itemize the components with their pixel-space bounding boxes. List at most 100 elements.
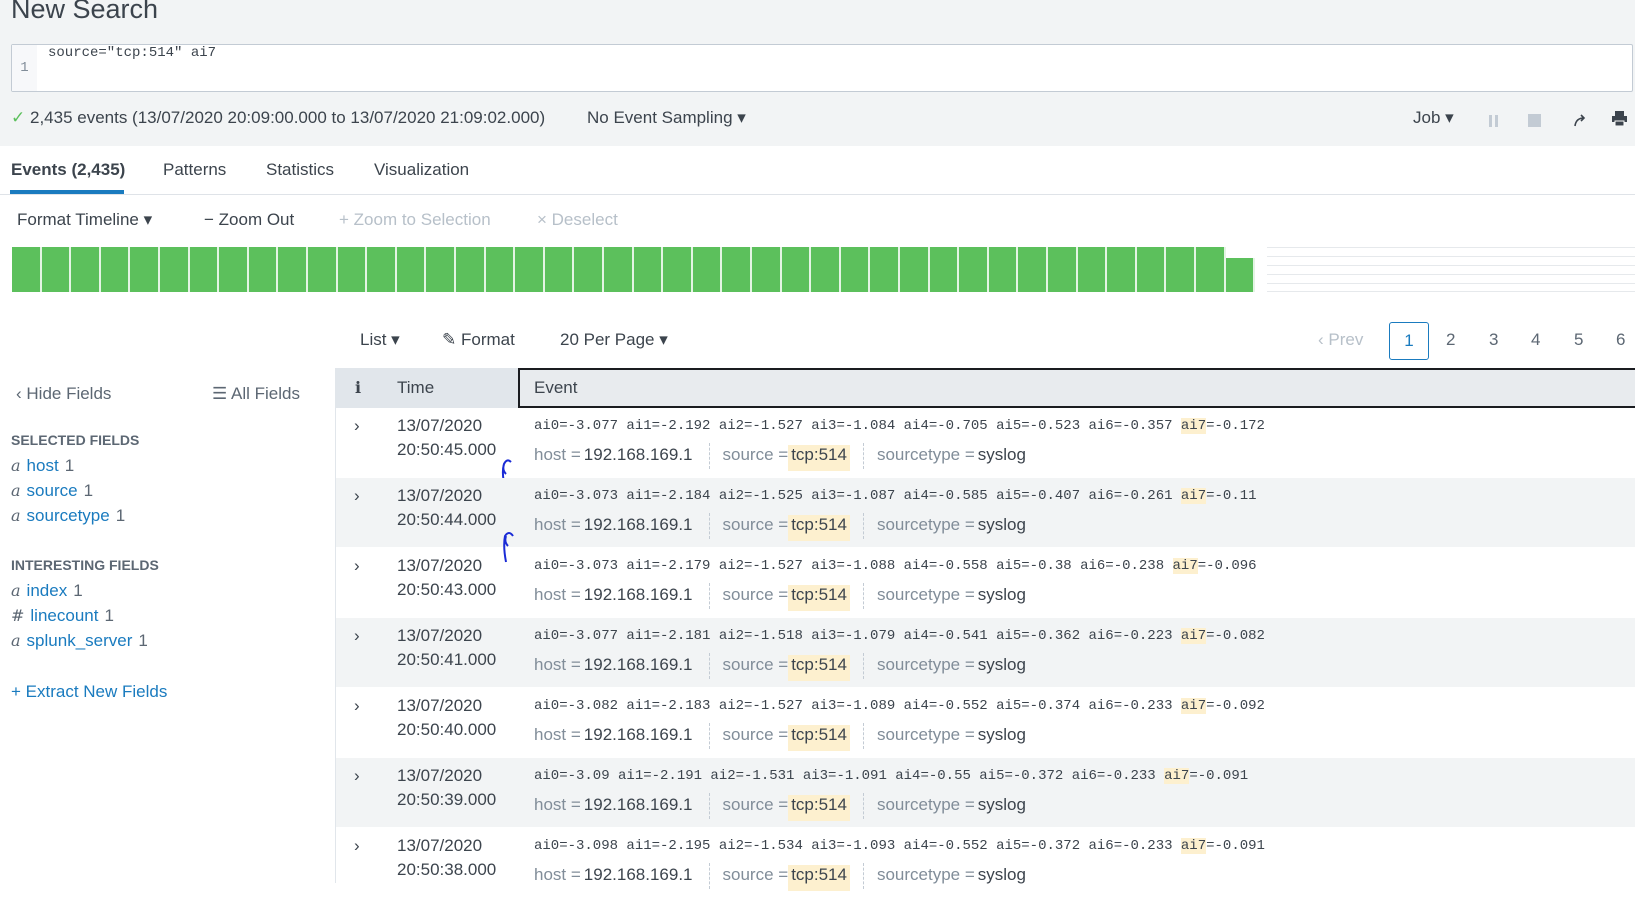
tab-statistics[interactable]: Statistics	[266, 160, 335, 179]
timeline-bar[interactable]	[1018, 247, 1048, 292]
hide-fields-button[interactable]: ‹ Hide Fields	[16, 384, 112, 403]
extract-new-fields-link[interactable]: + Extract New Fields	[11, 682, 168, 701]
timeline-bar[interactable]	[781, 247, 812, 292]
expand-row-icon[interactable]: ›	[354, 696, 360, 715]
event-time[interactable]: 13/07/2020 20:50:38.000	[397, 834, 496, 882]
timeline-bar[interactable]	[1107, 247, 1137, 292]
source-value[interactable]: tcp:514	[788, 585, 850, 611]
timeline-bar[interactable]	[929, 247, 960, 292]
timeline-bar[interactable]	[367, 247, 397, 292]
event-time[interactable]: 13/07/2020 20:50:39.000	[397, 764, 496, 812]
source-value[interactable]: tcp:514	[788, 795, 850, 821]
tab-visualization[interactable]: Visualization	[374, 160, 470, 179]
stop-icon[interactable]	[1528, 112, 1541, 132]
host-value[interactable]: 192.168.169.1	[583, 515, 693, 534]
timeline-bar[interactable]	[396, 247, 427, 292]
sourcetype-value[interactable]: syslog	[977, 655, 1026, 674]
source-value[interactable]: tcp:514	[788, 655, 850, 681]
sourcetype-value[interactable]: syslog	[977, 725, 1026, 744]
timeline-bar[interactable]	[189, 247, 220, 292]
search-query[interactable]: source="tcp:514" ai7	[48, 45, 217, 61]
field-splunk_server[interactable]: a splunk_server 1	[11, 631, 148, 651]
source-value[interactable]: tcp:514	[788, 865, 850, 891]
timeline-bar[interactable]	[840, 247, 871, 292]
expand-row-icon[interactable]: ›	[354, 766, 360, 785]
timeline-bar[interactable]	[811, 247, 841, 292]
timeline-bar[interactable]	[633, 247, 664, 292]
source-value[interactable]: tcp:514	[788, 445, 850, 471]
timeline-bar[interactable]	[278, 247, 308, 292]
timeline-bar[interactable]	[1166, 247, 1196, 292]
raw-event[interactable]: ai0=-3.073 ai1=-2.184 ai2=-1.525 ai3=-1.…	[534, 488, 1257, 504]
zoom-out-button[interactable]: − Zoom Out	[204, 210, 295, 229]
timeline-bar[interactable]	[1225, 257, 1256, 292]
timeline-bar[interactable]	[1077, 247, 1108, 292]
timeline-bar[interactable]	[959, 247, 989, 292]
per-page-dropdown[interactable]: 20 Per Page ▾	[560, 330, 668, 349]
host-value[interactable]: 192.168.169.1	[583, 655, 693, 674]
sourcetype-value[interactable]: syslog	[977, 585, 1026, 604]
field-linecount[interactable]: # linecount 1	[11, 606, 114, 626]
timeline-bar[interactable]	[988, 247, 1019, 292]
timeline-bar[interactable]	[308, 247, 338, 292]
raw-event[interactable]: ai0=-3.098 ai1=-2.195 ai2=-1.534 ai3=-1.…	[534, 838, 1265, 854]
event-time[interactable]: 13/07/2020 20:50:40.000	[397, 694, 496, 742]
raw-event[interactable]: ai0=-3.09 ai1=-2.191 ai2=-1.531 ai3=-1.0…	[534, 768, 1248, 784]
source-value[interactable]: tcp:514	[788, 515, 850, 541]
host-value[interactable]: 192.168.169.1	[583, 865, 693, 884]
timeline-bar[interactable]	[219, 247, 249, 292]
sourcetype-value[interactable]: syslog	[977, 865, 1026, 884]
tab-events[interactable]: Events (2,435)	[11, 160, 126, 179]
expand-row-icon[interactable]: ›	[354, 836, 360, 855]
time-column-header[interactable]: Time	[397, 378, 435, 397]
timeline-bar[interactable]	[604, 247, 634, 292]
page-1-button[interactable]: 1	[1389, 322, 1429, 360]
event-time[interactable]: 13/07/2020 20:50:41.000	[397, 624, 496, 672]
timeline-bar[interactable]	[426, 247, 456, 292]
field-index[interactable]: a index 1	[11, 581, 83, 601]
timeline-bar[interactable]	[752, 247, 782, 292]
source-value[interactable]: tcp:514	[788, 725, 850, 751]
timeline-bar[interactable]	[722, 247, 752, 292]
print-icon[interactable]	[1612, 111, 1627, 131]
sourcetype-value[interactable]: syslog	[977, 795, 1026, 814]
timeline-bar[interactable]	[544, 247, 575, 292]
timeline-bar[interactable]	[100, 247, 131, 292]
field-source[interactable]: a source 1	[11, 481, 93, 501]
prev-page-button[interactable]: ‹ Prev	[1318, 330, 1364, 349]
timeline-bar[interactable]	[337, 247, 368, 292]
event-time[interactable]: 13/07/2020 20:50:43.000	[397, 554, 496, 602]
search-input[interactable]: 1 source="tcp:514" ai7	[11, 44, 1633, 92]
host-value[interactable]: 192.168.169.1	[583, 445, 693, 464]
timeline-bar[interactable]	[12, 247, 42, 292]
timeline-bar[interactable]	[248, 247, 279, 292]
timeline-bar[interactable]	[692, 247, 723, 292]
host-value[interactable]: 192.168.169.1	[583, 585, 693, 604]
expand-row-icon[interactable]: ›	[354, 626, 360, 645]
pause-icon[interactable]	[1488, 112, 1500, 132]
timeline-bar[interactable]	[71, 247, 101, 292]
timeline-bar[interactable]	[485, 247, 516, 292]
raw-event[interactable]: ai0=-3.073 ai1=-2.179 ai2=-1.527 ai3=-1.…	[534, 558, 1257, 574]
timeline-bar[interactable]	[160, 247, 190, 292]
raw-event[interactable]: ai0=-3.082 ai1=-2.183 ai2=-1.527 ai3=-1.…	[534, 698, 1265, 714]
sourcetype-value[interactable]: syslog	[977, 445, 1026, 464]
event-sampling-dropdown[interactable]: No Event Sampling ▾	[587, 108, 746, 127]
expand-row-icon[interactable]: ›	[354, 556, 360, 575]
page-6-button[interactable]: 6	[1616, 330, 1626, 349]
host-value[interactable]: 192.168.169.1	[583, 725, 693, 744]
timeline-bar[interactable]	[1048, 247, 1078, 292]
expand-row-icon[interactable]: ›	[354, 416, 360, 435]
format-button[interactable]: ✎ Format	[442, 330, 515, 350]
event-time[interactable]: 13/07/2020 20:50:44.000	[397, 484, 496, 532]
raw-event[interactable]: ai0=-3.077 ai1=-2.181 ai2=-1.518 ai3=-1.…	[534, 628, 1265, 644]
timeline-chart[interactable]	[12, 247, 1635, 292]
event-column-header[interactable]: Event	[518, 368, 1635, 408]
event-time[interactable]: 13/07/2020 20:50:45.000	[397, 414, 496, 462]
timeline-bar[interactable]	[41, 247, 72, 292]
format-timeline-button[interactable]: Format Timeline ▾	[17, 210, 153, 229]
timeline-bar[interactable]	[1136, 247, 1167, 292]
list-view-dropdown[interactable]: List ▾	[360, 330, 400, 349]
timeline-bar[interactable]	[1196, 247, 1226, 292]
page-2-button[interactable]: 2	[1446, 330, 1456, 349]
